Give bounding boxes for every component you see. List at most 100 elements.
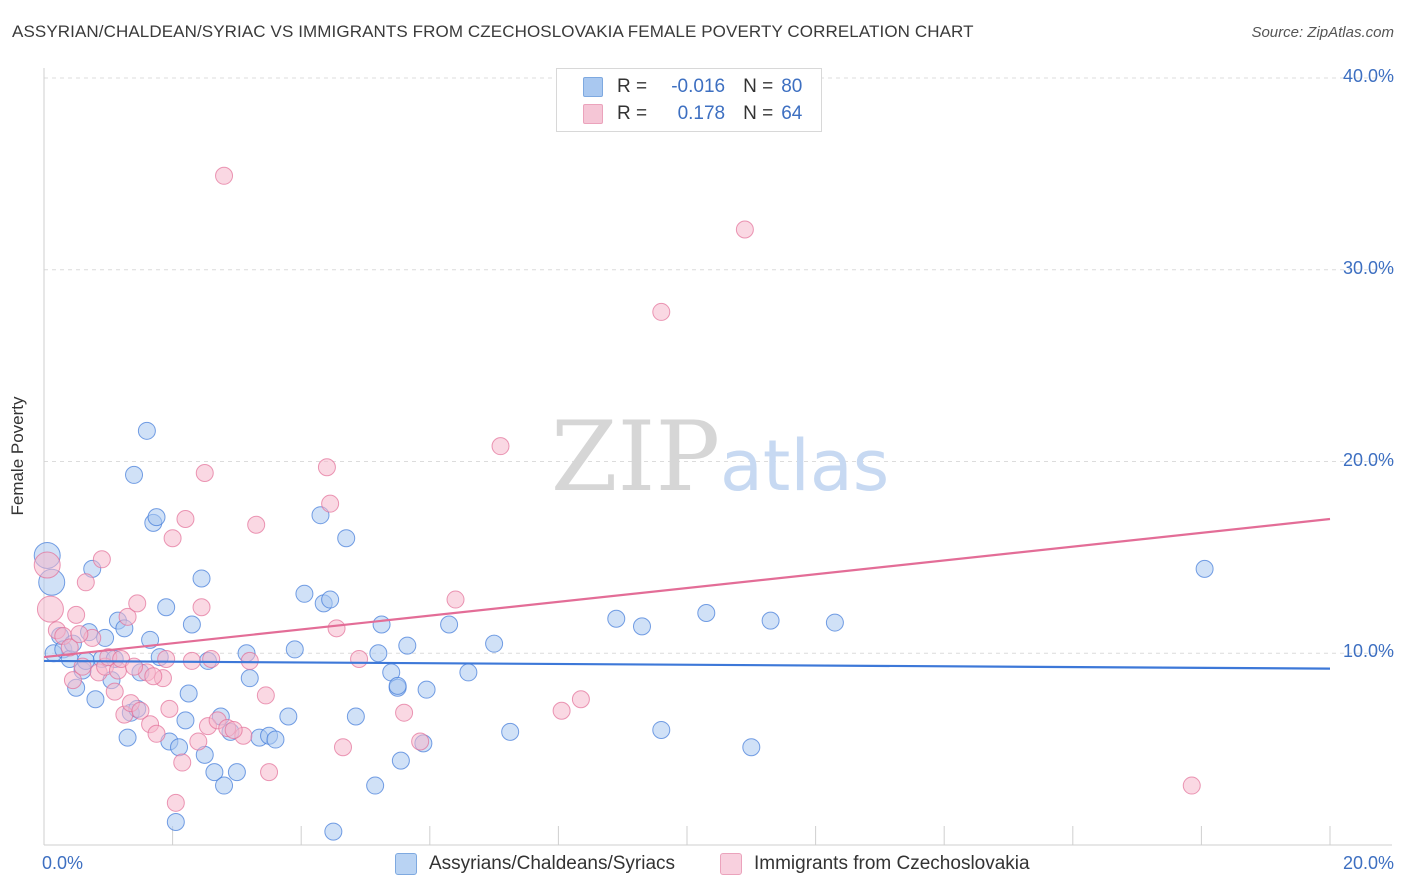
point-assyrians — [147, 508, 166, 527]
point-assyrians — [240, 669, 259, 688]
point-czechoslovakia — [446, 590, 465, 609]
point-czechoslovakia — [735, 220, 754, 239]
point-czechoslovakia — [411, 732, 430, 751]
bottom-legend-label: Immigrants from Czechoslovakia — [754, 853, 1030, 874]
point-assyrians — [118, 728, 137, 747]
y-axis-label: Female Poverty — [8, 396, 27, 516]
point-czechoslovakia — [92, 550, 111, 569]
point-assyrians — [215, 776, 234, 795]
point-czechoslovakia — [552, 701, 571, 720]
point-assyrians — [697, 603, 716, 622]
point-assyrians — [266, 730, 285, 749]
point-czechoslovakia — [157, 650, 176, 669]
point-assyrians — [295, 584, 314, 603]
legend-r-label: R = — [617, 103, 648, 124]
point-czechoslovakia — [131, 701, 150, 720]
trend-line-assyrians — [43, 659, 1331, 670]
point-czechoslovakia — [166, 793, 185, 812]
point-assyrians — [459, 663, 478, 682]
watermark: ZIPatlas — [551, 401, 889, 513]
point-czechoslovakia — [67, 605, 86, 624]
legend-n-label: N = — [743, 76, 774, 97]
legend-r-value: -0.016 — [671, 76, 726, 97]
point-assyrians — [825, 613, 844, 632]
point-assyrians — [86, 690, 105, 709]
legend-row-czechoslovakia: R = 0.178 N = 64 — [583, 101, 802, 127]
gridlines — [44, 77, 1392, 654]
x-tick-label-max: 20.0% — [1342, 853, 1394, 873]
point-czechoslovakia — [350, 650, 369, 669]
point-czechoslovakia — [192, 598, 211, 617]
point-czechoslovakia — [70, 625, 89, 644]
point-czechoslovakia — [317, 458, 336, 477]
point-assyrians — [137, 421, 156, 440]
y-tick-label: 10.0% — [1342, 641, 1394, 662]
point-czechoslovakia — [33, 551, 61, 579]
point-czechoslovakia — [256, 686, 275, 705]
point-assyrians — [652, 720, 671, 739]
point-czechoslovakia — [173, 753, 192, 772]
point-czechoslovakia — [652, 302, 671, 321]
point-czechoslovakia — [147, 724, 166, 743]
point-assyrians — [324, 822, 343, 841]
point-assyrians — [346, 707, 365, 726]
point-czechoslovakia — [163, 529, 182, 548]
source-label: Source: ZipAtlas.com — [1251, 24, 1394, 41]
trend-lines — [43, 517, 1331, 670]
point-assyrians — [391, 751, 410, 770]
bottom-legend-czechoslovakia: Immigrants from Czechoslovakia — [720, 850, 1030, 878]
point-czechoslovakia — [1182, 776, 1201, 795]
legend-swatch-pink — [583, 104, 603, 124]
point-assyrians — [440, 615, 459, 634]
bottom-legend-swatch-pink — [720, 853, 742, 875]
point-assyrians — [170, 738, 189, 757]
point-assyrians — [176, 711, 195, 730]
point-assyrians — [607, 609, 626, 628]
point-czechoslovakia — [224, 720, 243, 739]
point-czechoslovakia — [176, 510, 195, 529]
point-czechoslovakia — [128, 594, 147, 613]
point-assyrians — [369, 644, 388, 663]
bottom-legend-label: Assyrians/Chaldeans/Syriacs — [429, 853, 676, 874]
point-czechoslovakia — [215, 166, 234, 185]
point-assyrians — [182, 615, 201, 634]
legend-row-assyrians: R = -0.016 N = 80 — [583, 74, 802, 100]
point-assyrians — [337, 529, 356, 548]
point-czechoslovakia — [195, 464, 214, 483]
y-tick-label: 20.0% — [1342, 449, 1394, 470]
legend-n-value: 64 — [781, 103, 803, 124]
point-assyrians — [311, 506, 330, 525]
point-czechoslovakia — [144, 667, 163, 686]
chart-title: ASSYRIAN/CHALDEAN/SYRIAC VS IMMIGRANTS F… — [12, 22, 974, 41]
point-czechoslovakia — [240, 651, 259, 670]
point-czechoslovakia — [76, 573, 95, 592]
point-assyrians — [742, 738, 761, 757]
legend-n-label: N = — [743, 103, 774, 124]
point-czechoslovakia — [491, 437, 510, 456]
point-assyrians — [372, 615, 391, 634]
point-assyrians — [125, 465, 144, 484]
point-czechoslovakia — [321, 494, 340, 513]
point-czechoslovakia — [73, 657, 92, 676]
legend-r-label: R = — [617, 76, 648, 97]
point-czechoslovakia — [189, 732, 208, 751]
point-czechoslovakia — [202, 650, 221, 669]
point-assyrians — [166, 812, 185, 831]
point-czechoslovakia — [395, 703, 414, 722]
point-assyrians — [366, 776, 385, 795]
stats-legend: R = -0.016 N = 80 R = 0.178 N = 64 — [556, 68, 822, 132]
legend-n-value: 80 — [781, 76, 803, 97]
point-assyrians — [485, 634, 504, 653]
point-assyrians — [501, 722, 520, 741]
point-assyrians — [417, 680, 436, 699]
point-czechoslovakia — [118, 607, 137, 626]
point-assyrians — [179, 684, 198, 703]
point-assyrians — [388, 676, 407, 695]
point-assyrians — [1195, 559, 1214, 578]
legend-r-value: 0.178 — [677, 103, 726, 124]
point-czechoslovakia — [333, 738, 352, 757]
point-assyrians — [285, 640, 304, 659]
point-assyrians — [279, 707, 298, 726]
point-assyrians — [398, 636, 417, 655]
